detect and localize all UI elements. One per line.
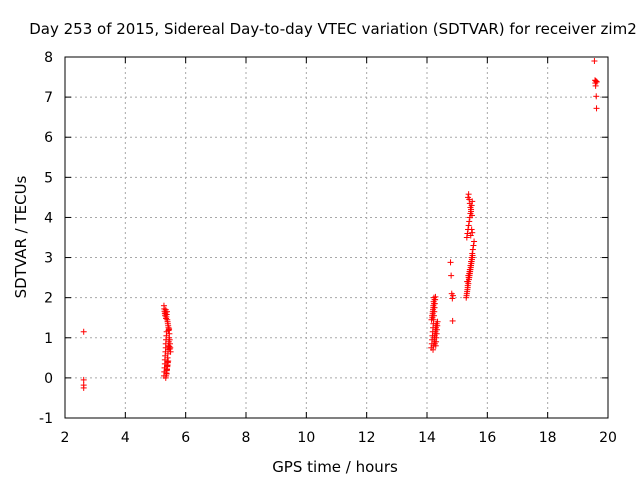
data-point [163, 308, 170, 315]
data-point [593, 93, 600, 100]
y-tick-label: 3 [44, 251, 53, 267]
data-point [433, 324, 440, 331]
data-point [465, 191, 472, 198]
data-point [447, 259, 454, 266]
axes-layer [64, 56, 609, 419]
data-point [464, 230, 471, 237]
x-tick-label: 2 [61, 430, 70, 446]
data-point [465, 222, 472, 229]
y-tick-label: 6 [44, 130, 53, 146]
x-tick-label: 16 [478, 430, 496, 446]
data-point [469, 254, 476, 261]
data-point [166, 325, 173, 332]
data-point [448, 272, 455, 279]
data-point [449, 317, 456, 324]
data-point [464, 288, 471, 295]
points-layer [80, 58, 600, 391]
data-point [463, 292, 470, 299]
data-point [468, 212, 475, 219]
y-tick-label: 8 [44, 50, 53, 66]
data-point [466, 196, 473, 203]
data-point [468, 226, 475, 233]
data-point [430, 342, 437, 349]
plot-border [64, 56, 609, 419]
data-point [432, 328, 439, 335]
data-point [80, 376, 87, 383]
data-point [430, 300, 437, 307]
y-tick-label: 1 [44, 331, 53, 347]
data-point [431, 336, 438, 343]
data-point [468, 208, 475, 215]
data-point [465, 272, 472, 279]
data-point [591, 58, 598, 65]
data-point [429, 308, 436, 315]
data-point [449, 292, 456, 299]
data-point [466, 268, 473, 275]
y-tick-label: 0 [44, 371, 53, 387]
x-tick-label: 12 [358, 430, 376, 446]
data-point [471, 238, 478, 245]
y-axis-label: SDTVAR / TECUs [12, 175, 30, 298]
grid-layer [65, 57, 608, 418]
x-tick-label: 6 [181, 430, 190, 446]
y-tick-label: 7 [44, 90, 53, 106]
y-tick-label: 5 [44, 170, 53, 186]
data-point [467, 204, 474, 211]
data-point [430, 304, 437, 311]
data-point [466, 200, 473, 207]
data-point [464, 278, 471, 285]
data-point [470, 242, 477, 249]
data-point [449, 295, 456, 302]
y-tick-label: 4 [44, 210, 53, 226]
data-point [593, 78, 600, 85]
data-point [166, 346, 173, 353]
y-tick-label: 2 [44, 291, 53, 307]
data-point [428, 316, 435, 323]
y-tick-label: -1 [39, 411, 53, 427]
data-point [430, 346, 437, 353]
data-point [593, 105, 600, 112]
data-point [165, 358, 172, 365]
data-point [469, 246, 476, 253]
data-point [167, 348, 174, 355]
data-point [433, 320, 440, 327]
data-point [464, 284, 471, 291]
data-point [80, 328, 87, 335]
chart-title: Day 253 of 2015, Sidereal Day-to-day VTE… [29, 20, 637, 38]
x-axis-label: GPS time / hours [272, 458, 398, 476]
data-point [431, 296, 438, 303]
data-point [467, 232, 474, 239]
x-tick-label: 18 [539, 430, 557, 446]
x-tick-label: 4 [121, 430, 130, 446]
x-tick-label: 10 [297, 430, 315, 446]
data-point [429, 312, 436, 319]
data-point [466, 218, 473, 225]
data-point [431, 332, 438, 339]
x-tick-label: 8 [242, 430, 251, 446]
data-point [592, 78, 599, 85]
data-point [468, 258, 475, 265]
data-point [468, 262, 475, 269]
x-tick-label: 14 [418, 430, 436, 446]
data-point [463, 234, 470, 241]
x-tick-label: 20 [599, 430, 617, 446]
data-point [80, 384, 87, 391]
